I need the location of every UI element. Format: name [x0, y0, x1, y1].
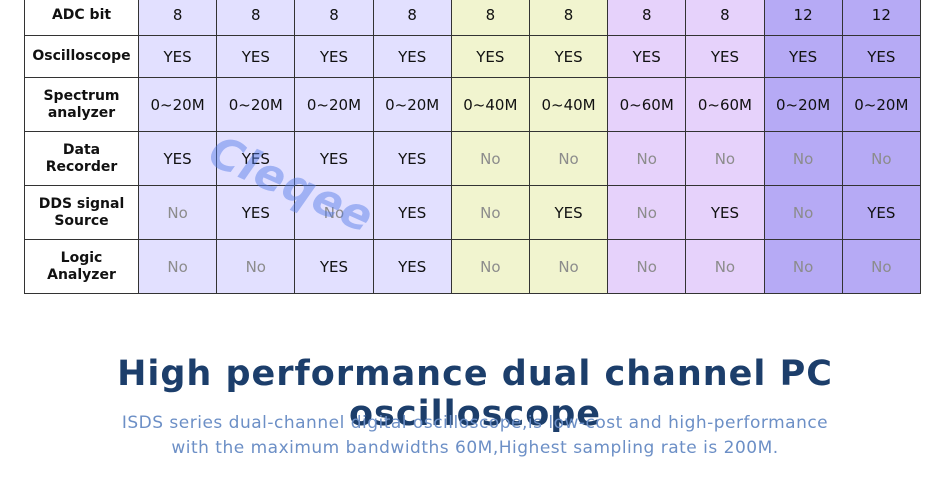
table-cell: 0~40M — [450, 77, 530, 132]
table-cell: No — [294, 185, 374, 240]
table-cell: 0~20M — [137, 77, 218, 132]
table-cell: YES — [685, 35, 765, 78]
table-cell: No — [137, 185, 218, 240]
table-cell: 12 — [763, 0, 843, 36]
table-cell: No — [137, 239, 218, 294]
row-dds-signal-source: DDS signal Source No YES No YES No YES N… — [24, 185, 922, 240]
table-cell: 8 — [450, 0, 530, 36]
table-cell: No — [685, 131, 765, 186]
description-line-2: with the maximum bandwidths 60M,Highest … — [171, 438, 779, 458]
table-cell: No — [685, 239, 765, 294]
table-cell: No — [841, 131, 922, 186]
row-label-oscilloscope: Oscilloscope — [24, 35, 139, 78]
table-cell: 8 — [372, 0, 452, 36]
table-cell: 0~60M — [607, 77, 687, 132]
table-cell: 8 — [685, 0, 765, 36]
table-cell: 0~20M — [372, 77, 452, 132]
row-label-spectrum-analyzer: Spectrum analyzer — [24, 77, 139, 132]
row-label-logic-analyzer: Logic Analyzer — [24, 239, 139, 294]
table-cell: YES — [607, 35, 687, 78]
row-oscilloscope: Oscilloscope YES YES YES YES YES YES YES… — [24, 35, 922, 78]
table-cell: YES — [372, 239, 452, 294]
table-cell: YES — [528, 35, 609, 78]
page-headline: High performance dual channel PC oscillo… — [117, 354, 833, 434]
comparison-table-body: ADC bit 8 8 8 8 8 8 8 8 12 12 Oscillosco… — [24, 0, 922, 294]
table-cell: No — [450, 185, 530, 240]
row-label-dds-signal-source: DDS signal Source — [24, 185, 139, 240]
table-cell: YES — [216, 35, 296, 78]
table-cell: 0~20M — [294, 77, 374, 132]
table-cell: YES — [137, 35, 218, 78]
table-cell: 8 — [137, 0, 218, 36]
table-cell: No — [763, 131, 843, 186]
table-cell: 8 — [294, 0, 374, 36]
row-logic-analyzer: Logic Analyzer No No YES YES No No No No… — [24, 239, 922, 294]
table-cell: YES — [372, 35, 452, 78]
table-cell: YES — [841, 35, 922, 78]
row-spectrum-analyzer: Spectrum analyzer 0~20M 0~20M 0~20M 0~20… — [24, 77, 922, 132]
table-cell: No — [607, 239, 687, 294]
table-cell: No — [528, 131, 609, 186]
table-cell: No — [450, 239, 530, 294]
table-cell: YES — [294, 35, 374, 78]
table-cell: YES — [841, 185, 922, 240]
table-cell: No — [528, 239, 609, 294]
table-cell: 8 — [528, 0, 609, 36]
table-cell: No — [607, 131, 687, 186]
table-cell: YES — [685, 185, 765, 240]
comparison-table: ADC bit 8 8 8 8 8 8 8 8 12 12 Oscillosco… — [24, 0, 922, 294]
table-cell: 8 — [216, 0, 296, 36]
table-cell: YES — [216, 185, 296, 240]
table-cell: 0~20M — [763, 77, 843, 132]
description-line-1: ISDS series dual-channel digital oscillo… — [121, 413, 829, 433]
table-cell: YES — [763, 35, 843, 78]
table-cell: YES — [216, 131, 296, 186]
row-data-recorder: Data Recorder YES YES YES YES No No No N… — [24, 131, 922, 186]
table-cell: YES — [294, 239, 374, 294]
table-cell: YES — [450, 35, 530, 78]
table-cell: YES — [372, 185, 452, 240]
table-cell: 12 — [841, 0, 922, 36]
table-cell: 0~60M — [685, 77, 765, 132]
table-cell: 0~40M — [528, 77, 609, 132]
table-cell: No — [216, 239, 296, 294]
row-adc-bit: ADC bit 8 8 8 8 8 8 8 8 12 12 — [24, 0, 922, 36]
table-cell: YES — [294, 131, 374, 186]
table-cell: No — [841, 239, 922, 294]
table-cell: 0~20M — [841, 77, 922, 132]
row-label-data-recorder: Data Recorder — [24, 131, 139, 186]
table-cell: YES — [372, 131, 452, 186]
table-cell: 0~20M — [216, 77, 296, 132]
table-cell: No — [763, 239, 843, 294]
row-label-adc-bit: ADC bit — [24, 0, 139, 36]
table-cell: No — [607, 185, 687, 240]
table-cell: No — [763, 185, 843, 240]
table-cell: 8 — [607, 0, 687, 36]
table-cell: No — [450, 131, 530, 186]
table-cell: YES — [528, 185, 609, 240]
table-cell: YES — [137, 131, 218, 186]
